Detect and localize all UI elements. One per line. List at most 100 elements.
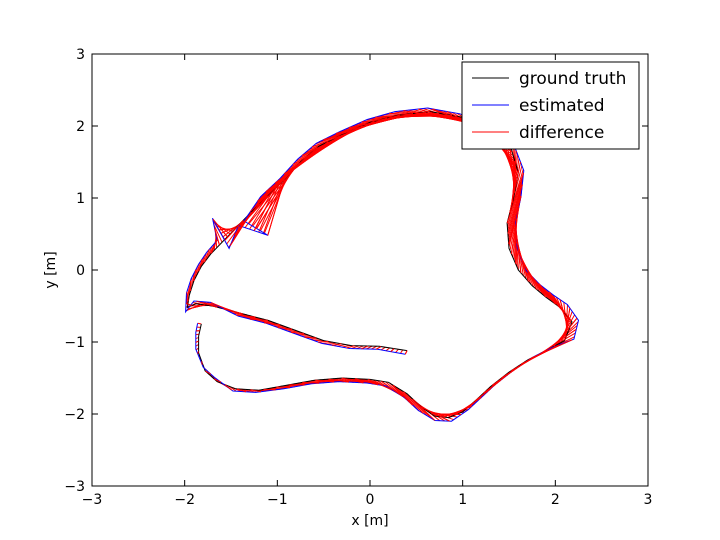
y-tick-label: 0 [76, 263, 85, 279]
difference-segment [507, 192, 522, 241]
difference-segment [399, 389, 420, 412]
difference-segment-top [443, 405, 472, 418]
difference-segment-top [508, 195, 522, 244]
difference-segment-top [332, 343, 342, 346]
difference-segment-top [392, 384, 413, 406]
difference-segment-top [210, 239, 218, 254]
difference-segment [208, 242, 216, 257]
difference-segment-top [186, 291, 189, 302]
difference-segment [194, 266, 199, 278]
difference-segment-top [204, 249, 210, 263]
difference-segment-top [341, 377, 364, 384]
difference-lines [185, 107, 579, 422]
difference-segment-top [253, 187, 277, 231]
difference-segment [196, 262, 201, 275]
y-tick-label: −3 [64, 479, 85, 495]
difference-segment-top [404, 350, 408, 355]
difference-segment-top [236, 314, 256, 318]
difference-segment-top [515, 230, 522, 274]
difference-segment-top [412, 398, 436, 421]
legend-label: difference [519, 123, 604, 143]
y-tick-label: −2 [64, 407, 85, 423]
legend: ground truth estimated difference [461, 61, 640, 150]
difference-segment-top [224, 384, 233, 391]
difference-segment-top [564, 307, 571, 341]
plot-frame [91, 53, 649, 487]
difference-segment-top [250, 318, 268, 321]
difference-segment [385, 347, 390, 352]
difference-segment [282, 328, 297, 332]
difference-segment-top [403, 391, 424, 414]
difference-segment-top [368, 378, 392, 390]
difference-segment-top [529, 274, 556, 305]
difference-segment-top [214, 228, 220, 246]
difference-segment-top [185, 302, 193, 306]
difference-segment-top [376, 346, 382, 350]
difference-segment-top [302, 381, 320, 384]
difference-segment-top [256, 170, 293, 229]
difference-segment-top [509, 161, 521, 214]
difference-segment [380, 346, 386, 351]
difference-segment-top [455, 397, 482, 416]
difference-segment-top [198, 259, 203, 272]
difference-segment-top [193, 269, 197, 282]
difference-segment-top [187, 304, 205, 310]
difference-segment-top [510, 207, 520, 254]
x-tick-label: 0 [366, 492, 375, 508]
difference-segment-top [250, 389, 261, 393]
difference-segment-top [196, 300, 218, 308]
difference-segment [310, 380, 330, 383]
difference-segment-top [304, 336, 317, 339]
x-tick-label: −1 [267, 492, 288, 508]
difference-segment [197, 322, 202, 325]
difference-segment-top [390, 348, 395, 352]
x-tick-label: −3 [82, 492, 103, 508]
difference-segment-top [315, 379, 334, 383]
difference-segment [300, 335, 313, 337]
difference-segment [341, 344, 351, 348]
difference-segment [201, 252, 207, 266]
difference-segment [319, 379, 339, 383]
difference-segment-top [361, 345, 368, 350]
difference-segment [268, 323, 285, 327]
difference-segment-top [507, 184, 523, 234]
difference-segment-top [515, 218, 517, 264]
difference-segment-top [205, 370, 211, 375]
difference-segment-top [375, 114, 453, 118]
difference-segment-top [538, 283, 565, 313]
y-axis-label: y [m] [43, 251, 59, 288]
difference-segment [286, 330, 301, 333]
difference-segment-top [201, 361, 203, 365]
legend-label: ground truth [519, 69, 626, 89]
difference-segment [399, 349, 404, 354]
y-tick-label: 3 [76, 47, 85, 63]
difference-segment [273, 325, 289, 329]
difference-segment-top [195, 340, 199, 343]
x-tick-label: −2 [174, 492, 195, 508]
difference-segment-top [420, 406, 450, 422]
difference-segment [280, 385, 295, 388]
difference-segment [327, 342, 338, 345]
x-tick-label: 3 [644, 492, 653, 508]
difference-segment [395, 348, 399, 353]
difference-segment [213, 224, 223, 243]
difference-segment [240, 316, 260, 319]
difference-segment [507, 188, 523, 238]
difference-segment [295, 333, 309, 336]
difference-segment [206, 246, 213, 260]
y-tick-label: −1 [64, 335, 85, 351]
ground-truth-line [186, 111, 573, 419]
difference-segment [507, 180, 524, 231]
difference-segment-top [542, 328, 577, 353]
y-tick-label: 1 [76, 191, 85, 207]
difference-segment-top [328, 378, 349, 383]
difference-segment-top [318, 340, 329, 343]
tick-layer: −3 −2 −1 0 1 2 3 −3 −2 −1 0 1 2 3 [64, 47, 652, 508]
difference-segment [506, 176, 524, 227]
difference-segment-top [212, 218, 228, 238]
difference-segment-top [516, 241, 529, 282]
difference-segment-top [380, 380, 404, 397]
difference-segment-top [197, 351, 200, 354]
difference-segment-top [264, 322, 281, 326]
difference-segment-top [291, 331, 305, 334]
